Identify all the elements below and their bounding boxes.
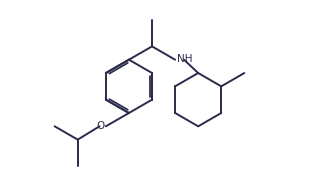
Text: NH: NH — [177, 54, 192, 64]
Text: O: O — [96, 121, 105, 131]
